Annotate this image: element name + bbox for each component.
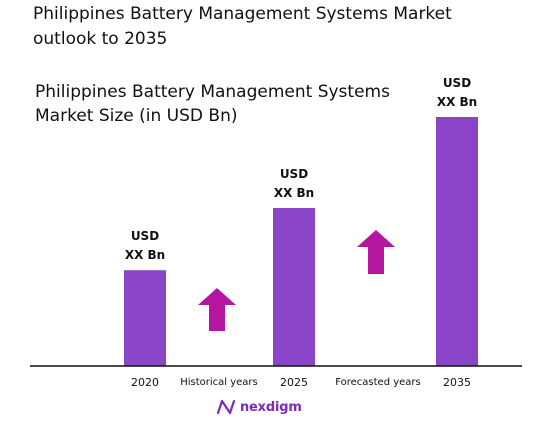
bar-2020 [124, 270, 166, 366]
bar-2035 [436, 117, 478, 366]
value-label: XX Bn [274, 186, 314, 200]
period-label: Historical years [180, 377, 258, 388]
value-label: XX Bn [125, 248, 165, 262]
chart-title: Philippines Battery Management Systems M… [35, 82, 390, 126]
brand-logo: nexdigm [216, 399, 302, 415]
x-tick-label: 2025 [280, 376, 308, 389]
period-label: Forecasted years [335, 377, 421, 388]
brand-name: nexdigm [240, 399, 302, 415]
value-label: USD [443, 76, 471, 90]
value-label: USD [280, 167, 308, 181]
x-tick-label: 2035 [443, 376, 471, 389]
growth-arrow-icon [198, 288, 236, 331]
nexdigm-logo-icon [216, 399, 236, 415]
value-label: XX Bn [437, 95, 477, 109]
value-label: USD [131, 229, 159, 243]
x-tick-label: 2020 [131, 376, 159, 389]
bar-2025 [273, 207, 315, 366]
page-title: Philippines Battery Management Systems M… [33, 4, 452, 49]
growth-arrow-icon [357, 230, 395, 274]
